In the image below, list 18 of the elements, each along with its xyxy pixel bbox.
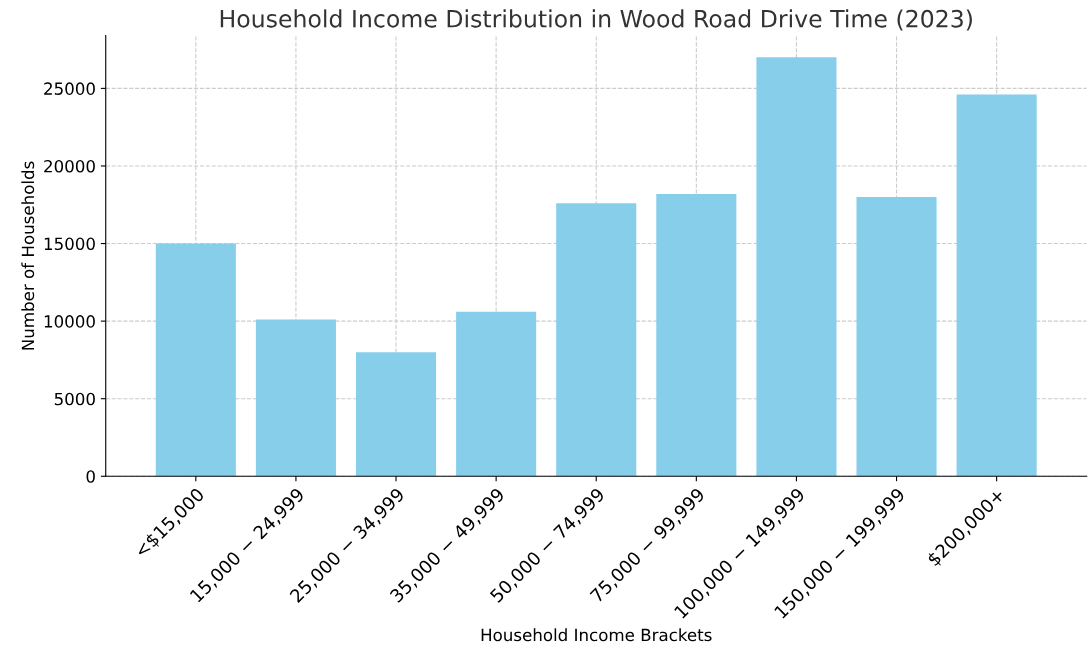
x-axis-title: Household Income Brackets [481,628,712,642]
y-axis-title: Number of Households [21,161,35,350]
bar [355,352,437,477]
chart-title: Household Income Distribution in Wood Road Drive Time (2023) [220,9,972,31]
y-tick-label: 25000 [44,82,95,95]
bar [856,197,937,477]
y-tick-label: 10000 [44,315,95,328]
bar [756,57,837,477]
y-tick-label: 15000 [44,237,95,251]
bar [656,193,737,477]
y-tick-label: 0 [86,470,95,483]
y-tick-label: 20000 [44,159,95,173]
y-tick-label: 5000 [54,392,95,406]
bar [456,311,537,477]
bar [956,94,1037,477]
bar [556,203,637,477]
bar [155,243,236,477]
bar [255,319,336,477]
